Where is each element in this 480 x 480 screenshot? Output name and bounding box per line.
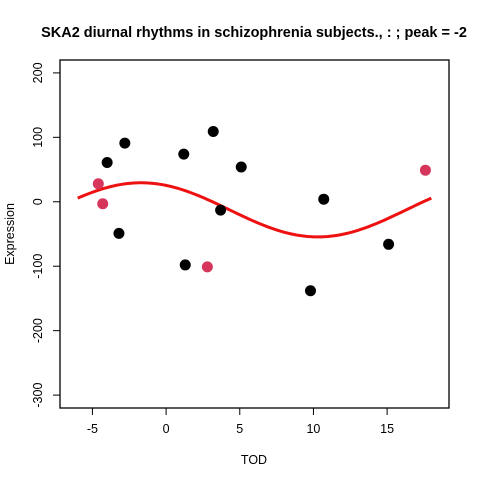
data-point-black — [179, 259, 191, 271]
data-point-red — [92, 178, 104, 190]
data-point-black — [235, 161, 247, 173]
x-axis-label: TOD — [241, 453, 267, 467]
data-point-black — [113, 227, 125, 239]
x-tick-label: -5 — [87, 422, 98, 436]
data-point-red — [201, 261, 213, 273]
data-point-black — [178, 148, 190, 160]
x-tick-label: 15 — [380, 422, 394, 436]
y-tick-label: 100 — [31, 127, 45, 148]
fit-curve — [77, 181, 432, 239]
data-point-black — [207, 126, 219, 138]
y-tick-label: 200 — [31, 62, 45, 83]
data-points — [92, 126, 431, 297]
y-axis: -300 -200 -100 0 100 200 — [31, 62, 60, 408]
plot-frame — [59, 59, 450, 409]
chart-title: SKA2 diurnal rhythms in schizophrenia su… — [41, 25, 467, 41]
data-point-black — [304, 285, 316, 297]
data-point-black — [318, 193, 330, 205]
data-point-black — [119, 137, 131, 149]
data-point-black — [383, 238, 395, 250]
x-tick-label: 5 — [236, 422, 243, 436]
x-tick-label: 10 — [306, 422, 320, 436]
data-point-red — [97, 198, 109, 210]
x-tick-label: 0 — [163, 422, 170, 436]
y-tick-label: -300 — [31, 383, 45, 408]
x-axis: -5 0 5 10 15 — [87, 408, 394, 436]
y-tick-label: 0 — [31, 198, 45, 205]
data-point-black — [101, 156, 113, 168]
y-tick-label: -200 — [31, 318, 45, 343]
data-point-black — [215, 204, 227, 216]
y-tick-label: -100 — [31, 254, 45, 279]
data-point-red — [419, 164, 431, 176]
y-axis-label: Expression — [3, 203, 17, 265]
